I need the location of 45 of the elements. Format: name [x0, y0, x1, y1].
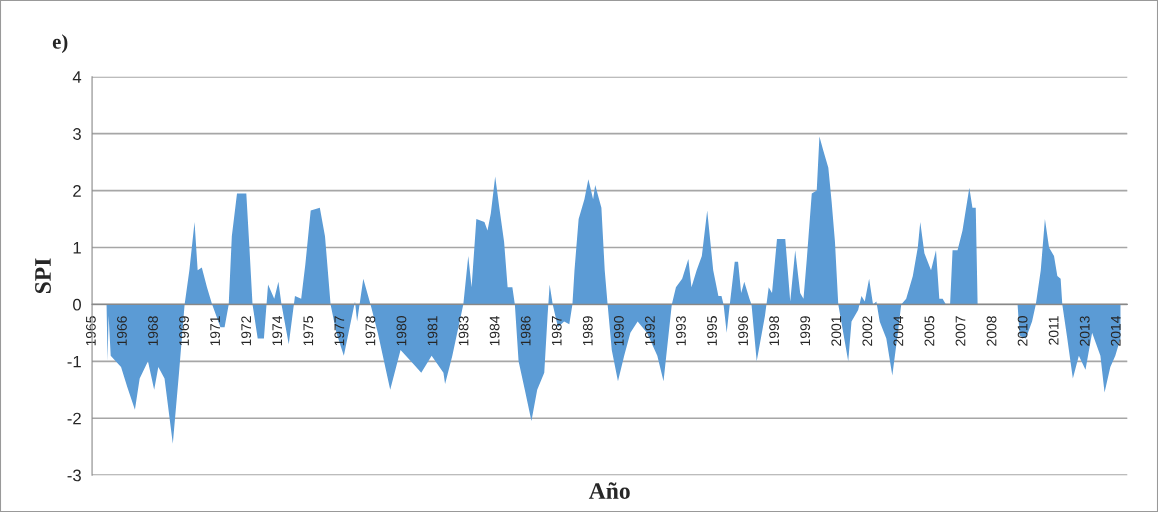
x-tick-label: 1977: [334, 316, 345, 346]
x-tick-label: 2004: [893, 315, 904, 346]
x-tick-label: 2014: [1110, 315, 1121, 346]
x-tick-label: 2011: [1048, 316, 1059, 345]
x-tick-label: 1971: [210, 316, 221, 346]
x-tick-label: 2002: [862, 316, 873, 346]
x-axis-title: Año: [588, 482, 630, 499]
x-tick-label: 2001: [831, 316, 842, 346]
y-tick-label: 2: [73, 185, 81, 197]
chart-title: e): [52, 34, 68, 54]
x-tick-label: 1987: [551, 316, 562, 346]
x-tick-label: 1974: [272, 315, 283, 346]
x-tick-label: 1996: [738, 316, 748, 346]
x-tick-label: 1989: [582, 316, 593, 346]
x-tick-label: 1990: [613, 316, 624, 346]
y-tick-label: 1: [73, 242, 81, 254]
x-tick-label: 1986: [520, 316, 531, 346]
x-tick-label: 1992: [644, 316, 655, 346]
y-tick-label: -3: [67, 469, 81, 482]
x-tick-label: 2005: [924, 316, 935, 346]
x-tick-label: 1980: [396, 316, 407, 346]
x-tick-label: 1968: [148, 316, 158, 346]
y-tick-label: -1: [67, 355, 81, 368]
x-tick-label: 1969: [179, 316, 189, 346]
x-tick-label: 1984: [489, 315, 500, 346]
x-tick-label: 1993: [676, 316, 686, 346]
x-tick-label: 2013: [1079, 316, 1090, 346]
y-tick-label: 4: [72, 71, 82, 83]
y-tick-label: -2: [67, 412, 81, 425]
y-tick-label: 0: [73, 298, 81, 311]
x-tick-label: 1966: [117, 316, 127, 346]
x-tick-label: 1981: [427, 316, 438, 346]
x-tick-label: 1978: [365, 316, 376, 346]
x-tick-label: 1983: [458, 316, 469, 346]
x-tick-label: 2008: [986, 316, 997, 346]
x-tick-label: 1999: [800, 316, 811, 346]
x-tick-label: 1972: [241, 316, 252, 346]
x-tick-label: 1995: [707, 316, 717, 346]
x-tick-label: 2007: [955, 316, 966, 346]
x-tick-label: 2010: [1017, 316, 1028, 346]
x-tick-label: 1998: [769, 316, 780, 346]
y-axis-title: SPI: [35, 258, 51, 294]
y-tick-label: 3: [73, 128, 81, 140]
x-tick-label: 1975: [303, 316, 314, 346]
x-tick-label: 1965: [85, 316, 96, 346]
